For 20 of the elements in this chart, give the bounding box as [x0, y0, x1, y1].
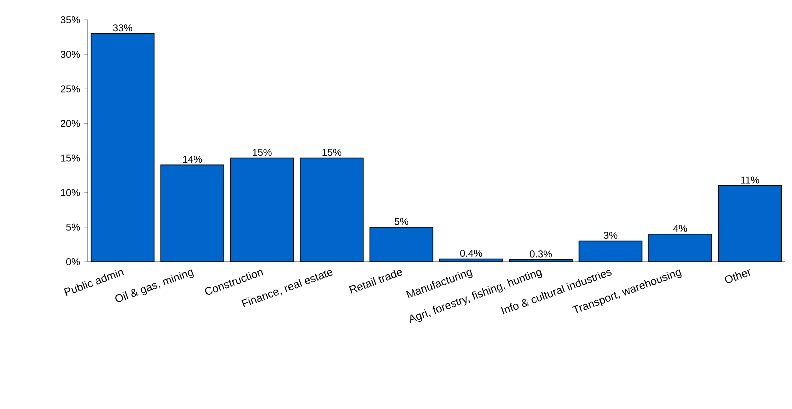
y-tick-label: 0% — [66, 258, 80, 266]
data-label: 3% — [604, 232, 618, 240]
data-label: 33% — [113, 24, 132, 32]
x-tick-label: Retail trade — [349, 270, 403, 294]
x-tick-label: Other — [725, 270, 750, 284]
data-label: 14% — [183, 156, 202, 164]
y-tick-label: 30% — [60, 51, 80, 58]
y-tick-label: 10% — [61, 189, 80, 196]
data-label: 0.3% — [530, 250, 552, 258]
y-tick-label: 5% — [66, 224, 80, 231]
data-label: 15% — [253, 149, 272, 156]
data-label: 11% — [741, 176, 760, 184]
data-label: 15% — [322, 149, 342, 156]
y-tick-label: 35% — [60, 16, 80, 24]
data-label: 4% — [673, 225, 688, 232]
y-tick-label: 15% — [61, 154, 80, 162]
y-tick-label: 20% — [61, 120, 80, 128]
y-tick-label: 25% — [61, 86, 80, 93]
data-label: 0.4% — [460, 250, 482, 258]
data-label: 5% — [394, 218, 409, 226]
